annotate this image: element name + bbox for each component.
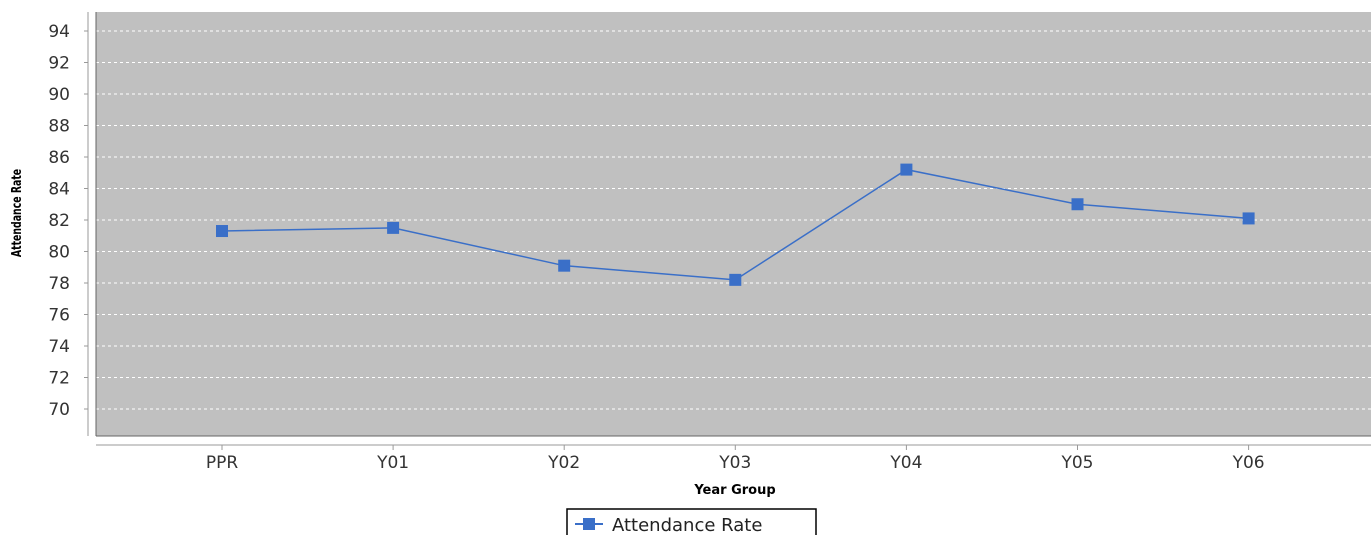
- data-point: [1071, 198, 1084, 211]
- y-tick-label: 72: [48, 369, 70, 389]
- x-tick-label: Y02: [547, 453, 580, 473]
- y-tick-label: 86: [48, 148, 70, 168]
- x-tick-label: Y04: [889, 453, 922, 473]
- y-tick-label: 70: [48, 400, 70, 420]
- legend-box: [566, 508, 817, 535]
- y-tick-label: 76: [48, 306, 70, 326]
- x-tick-label: Y01: [376, 453, 409, 473]
- y-tick-label: 78: [48, 274, 70, 294]
- data-point: [1242, 212, 1255, 225]
- y-tick-label: 74: [48, 337, 70, 357]
- series-points: [216, 163, 1255, 286]
- y-tick-label: 90: [48, 85, 70, 105]
- y-tick-label: 82: [48, 211, 70, 231]
- x-tick-label: Y03: [718, 453, 751, 473]
- data-point: [900, 163, 913, 176]
- data-point: [558, 259, 571, 272]
- x-tick-label: Y06: [1232, 453, 1265, 473]
- x-tick-label: Y05: [1060, 453, 1093, 473]
- legend-label: Attendance Rate: [612, 515, 762, 535]
- legend-marker-swatch: [583, 518, 595, 530]
- data-point: [216, 225, 228, 238]
- y-tick-label: 94: [48, 22, 70, 42]
- y-axis-title: Attendance Rate: [8, 169, 24, 258]
- x-axis-title: Year Group: [693, 483, 775, 498]
- x-axis-ticks: PPR Y01 Y02 Y03 Y04 Y05 Y06: [206, 445, 1265, 473]
- legend: Attendance Rate: [566, 508, 817, 535]
- x-tick-label: PPR: [206, 453, 239, 473]
- data-point: [387, 221, 400, 234]
- y-tick-label: 84: [48, 180, 70, 200]
- y-tick-label: 92: [48, 54, 70, 74]
- y-axis-ticks: 70 72 74 76 78 80 82 84 86 88 90 92 94: [48, 22, 88, 420]
- plot-background: [96, 12, 1371, 436]
- data-point: [729, 273, 742, 286]
- y-tick-label: 80: [48, 243, 70, 263]
- y-tick-label: 88: [48, 117, 70, 137]
